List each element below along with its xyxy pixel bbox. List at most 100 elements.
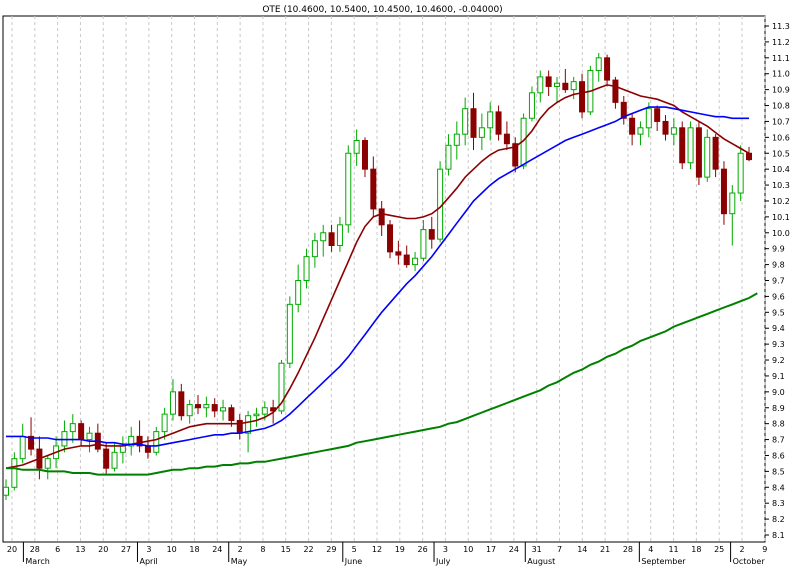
candle-body xyxy=(228,407,235,421)
y-tick-label: 9.6 xyxy=(772,292,785,301)
candle-body xyxy=(545,76,552,87)
candle-body xyxy=(28,435,35,450)
x-tick-label: 20 xyxy=(98,545,108,554)
candle-body xyxy=(420,229,427,259)
y-tick-label: 10.5 xyxy=(772,149,790,158)
y-tick-label: 9.1 xyxy=(772,372,785,381)
x-tick-label: 8 xyxy=(260,545,265,554)
y-tick-label: 9.7 xyxy=(772,277,785,286)
y-tick-label: 8.5 xyxy=(772,467,785,476)
candle-body xyxy=(512,143,519,167)
candle-body xyxy=(478,127,485,138)
candle-body xyxy=(286,303,293,364)
y-tick-label: 9.2 xyxy=(772,356,785,365)
y-tick-label: 8.2 xyxy=(772,515,785,524)
candle-body xyxy=(103,448,110,469)
candle-body xyxy=(78,423,85,441)
y-tick-label: 8.4 xyxy=(772,483,785,492)
x-tick-label: 3 xyxy=(146,545,151,554)
candle-body xyxy=(387,224,394,253)
candle-body xyxy=(311,240,318,258)
y-tick-label: 8.3 xyxy=(772,499,785,508)
candle-body xyxy=(570,81,577,91)
x-tick-label: 15 xyxy=(281,545,291,554)
candle-body xyxy=(370,168,377,210)
candle-body xyxy=(620,101,627,119)
x-tick-label: 18 xyxy=(691,545,701,554)
candle-body xyxy=(119,445,126,453)
x-tick-label: 20 xyxy=(7,545,17,554)
y-tick-label: 10.9 xyxy=(772,86,790,95)
x-tick-label: 31 xyxy=(532,545,542,554)
y-tick-label: 8.8 xyxy=(772,420,785,429)
y-tick-label: 11.2 xyxy=(772,38,790,47)
candle-body xyxy=(3,486,9,496)
candle-body xyxy=(236,419,243,434)
candle-body xyxy=(528,92,535,119)
candle-body xyxy=(253,413,260,417)
y-tick-label: 11.3 xyxy=(772,22,790,31)
candle-body xyxy=(604,57,611,81)
candle-body xyxy=(687,127,694,164)
candle-body xyxy=(579,81,586,113)
candle-body xyxy=(345,152,352,226)
candle-body xyxy=(211,404,218,412)
candle-body xyxy=(487,111,494,129)
candle-body xyxy=(654,108,661,122)
candle-body xyxy=(595,57,602,72)
y-tick-label: 9.8 xyxy=(772,261,785,270)
x-tick-label: 26 xyxy=(418,545,428,554)
candle-body xyxy=(261,407,268,415)
candle-body xyxy=(737,152,744,194)
candle-body xyxy=(729,192,736,215)
x-tick-label: 4 xyxy=(648,545,653,554)
x-month-label: October xyxy=(733,557,766,566)
candle-body xyxy=(662,120,669,135)
candle-body xyxy=(336,224,343,247)
y-tick-label: 8.9 xyxy=(772,404,785,413)
chart-title: OTE (10.4600, 10.5400, 10.4500, 10.4600,… xyxy=(262,5,503,15)
x-tick-label: 2 xyxy=(238,545,243,554)
x-tick-label: 14 xyxy=(577,545,587,554)
x-month-label: August xyxy=(527,557,555,566)
candle-body xyxy=(470,108,477,138)
x-tick-label: 19 xyxy=(395,545,405,554)
x-tick-label: 5 xyxy=(352,545,357,554)
ma-long-line xyxy=(6,292,758,476)
x-tick-label: 13 xyxy=(75,545,85,554)
candle-body xyxy=(637,127,644,135)
y-tick-label: 9.0 xyxy=(772,388,785,397)
candle-body xyxy=(169,391,176,415)
y-tick-label: 9.4 xyxy=(772,324,785,333)
x-month-label: May xyxy=(231,557,248,566)
candle-body xyxy=(245,415,252,434)
candle-body xyxy=(61,431,68,447)
x-tick-label: 6 xyxy=(55,545,60,554)
y-tick-label: 11.1 xyxy=(772,54,790,63)
x-tick-label: 17 xyxy=(486,545,496,554)
y-tick-label: 10.6 xyxy=(772,133,790,142)
y-tick-label: 11.0 xyxy=(772,70,790,79)
candle-body xyxy=(403,254,410,266)
y-tick-label: 10.1 xyxy=(772,213,790,222)
candle-body xyxy=(295,280,302,305)
x-tick-label: 10 xyxy=(167,545,177,554)
candle-body xyxy=(178,391,185,417)
x-tick-label: 18 xyxy=(189,545,199,554)
x-month-label: April xyxy=(139,557,157,566)
candle-body xyxy=(562,82,569,91)
ma-mid-line xyxy=(6,106,749,447)
candle-body xyxy=(220,407,227,412)
x-tick-label: 28 xyxy=(623,545,633,554)
x-tick-label: 22 xyxy=(303,545,313,554)
candle-body xyxy=(153,431,160,453)
x-tick-label: 2 xyxy=(739,545,744,554)
candle-body xyxy=(303,256,310,281)
candle-body xyxy=(44,458,51,469)
candle-body xyxy=(453,133,460,146)
candle-body xyxy=(495,111,502,135)
x-month-label: March xyxy=(25,557,49,566)
y-tick-label: 10.2 xyxy=(772,197,790,206)
